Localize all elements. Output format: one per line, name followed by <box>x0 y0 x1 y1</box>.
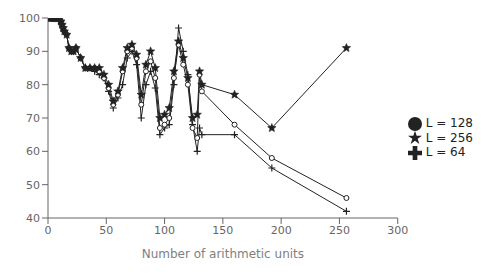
svg-text:50: 50 <box>26 179 40 192</box>
svg-text:300: 300 <box>387 224 408 237</box>
svg-text:250: 250 <box>329 224 350 237</box>
svg-text:50: 50 <box>99 224 113 237</box>
svg-text:200: 200 <box>271 224 292 237</box>
svg-text:100: 100 <box>19 12 40 25</box>
svg-text:0: 0 <box>45 224 52 237</box>
svg-text:80: 80 <box>26 79 40 92</box>
svg-text:Number of arithmetic units: Number of arithmetic units <box>142 247 304 261</box>
html-text:L = 256: L = 256 <box>425 130 473 145</box>
html-text:L = 128: L = 128 <box>425 116 473 131</box>
svg-text:70: 70 <box>26 112 40 125</box>
svg-text:100: 100 <box>154 224 175 237</box>
svg-text:60: 60 <box>26 145 40 158</box>
svg-text:150: 150 <box>212 224 233 237</box>
html-text:L = 64: L = 64 <box>425 145 466 160</box>
svg-text:90: 90 <box>26 45 40 58</box>
svg-text:40: 40 <box>26 212 40 225</box>
